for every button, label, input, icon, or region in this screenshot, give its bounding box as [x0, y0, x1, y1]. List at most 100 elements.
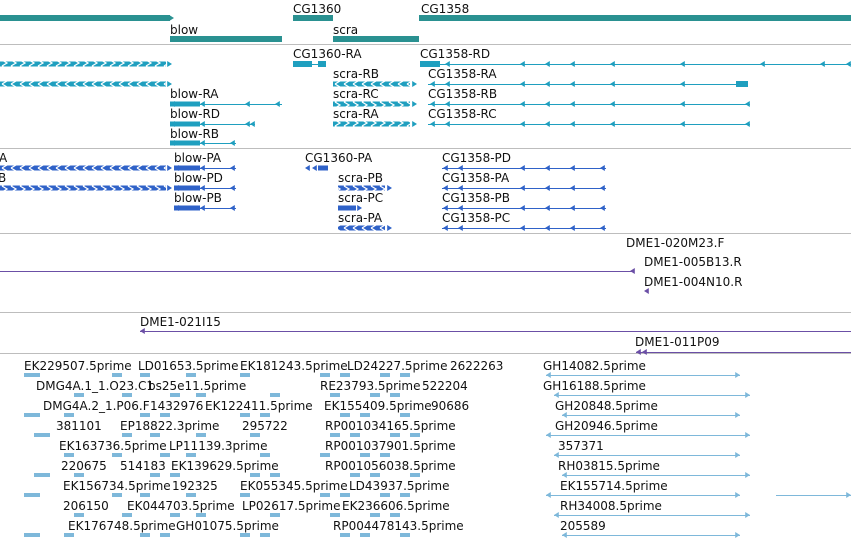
transcript-cg1358-rb-exon-6[interactable] — [680, 101, 685, 107]
protein-cg1358-pa-exon-5[interactable] — [600, 185, 605, 191]
est-exon-r8-c6[interactable] — [240, 533, 250, 537]
est-exon-r4-c5[interactable] — [186, 453, 196, 457]
feature-label-dme1-020m23-f[interactable]: DME1-020M23.F — [626, 236, 725, 250]
bac-clone-arrow-021i15[interactable] — [140, 328, 145, 334]
protein-blow-pa-exon-1[interactable] — [200, 165, 205, 171]
feature-label-381101[interactable]: 381101 — [56, 419, 102, 433]
est-exon-r8-c4[interactable] — [160, 533, 170, 537]
est-exon-r2-c10[interactable] — [360, 413, 370, 417]
est-exon-r7-c2[interactable] — [122, 513, 132, 517]
est-exon-r4-c4[interactable] — [160, 453, 170, 457]
est-exon-r1-c11[interactable] — [390, 393, 400, 397]
feature-label-rp001034165-5prime[interactable]: RP001034165.5prime — [325, 419, 456, 433]
feature-label-lp11139-3prime[interactable]: LP11139.3prime — [169, 439, 268, 453]
feature-label-cg1358-pa[interactable]: CG1358-PA — [442, 171, 510, 185]
feature-label-206150[interactable]: 206150 — [63, 499, 109, 513]
est-exon-r6-c3[interactable] — [140, 493, 150, 497]
est-arrow-end-row-3[interactable] — [745, 432, 750, 438]
feature-label-ek139629-5prime[interactable]: EK139629.5prime — [171, 459, 279, 473]
transcript-blow-rd-exon-3[interactable] — [250, 121, 255, 127]
transcript-blow-rd-exon-2[interactable] — [245, 121, 250, 127]
protein-cg1358-pc-exon-2[interactable] — [520, 225, 525, 231]
est-exon-r5-c0[interactable] — [34, 473, 50, 477]
protein-cg1358-pd-exon-0[interactable] — [443, 165, 448, 171]
est-exon-r5-c4[interactable] — [170, 473, 180, 477]
feature-label-scra-rc[interactable]: scra-RC — [333, 87, 379, 101]
protein-cg1358-pd-exon-4[interactable] — [570, 165, 575, 171]
feature-label-ld43937-5prime[interactable]: LD43937.5prime — [349, 479, 450, 493]
est-exon-r3-c11[interactable] — [390, 433, 400, 437]
est-exon-r5-c12[interactable] — [410, 473, 420, 477]
est-exon-r7-c10[interactable] — [370, 513, 380, 517]
protein-cg1358-pa-exon-4[interactable] — [570, 185, 575, 191]
feature-label-bs25e11-5prime[interactable]: bs25e11.5prime — [148, 379, 247, 393]
est-exon-r1-c1[interactable] — [74, 393, 84, 397]
feature-label-cg1358-rc[interactable]: CG1358-RC — [428, 107, 497, 121]
gene-arrow-scra[interactable] — [414, 36, 419, 42]
gene-arrow-left[interactable] — [169, 15, 174, 21]
protein-scra-pa-arrow[interactable] — [387, 225, 392, 231]
protein-cg1358-pa-exon-0[interactable] — [443, 185, 448, 191]
protein-blow-pa-exon-2[interactable] — [230, 165, 235, 171]
protein-scra-pb-arrow[interactable] — [387, 185, 392, 191]
feature-label-cg1358[interactable]: CG1358 — [421, 2, 470, 16]
est-exon-r5-c7[interactable] — [270, 473, 280, 477]
est-exon-r0-c8[interactable] — [320, 373, 330, 377]
est-arrow-end-row-5[interactable] — [745, 472, 750, 478]
bac-end-arrow-2[interactable] — [644, 288, 649, 294]
feature-label-205589[interactable]: 205589 — [560, 519, 606, 533]
est-exon-r0-c3[interactable] — [140, 373, 150, 377]
feature-label-blow-pb[interactable]: blow-PB — [174, 191, 222, 205]
transcript-cg1358-rc-exon-3[interactable] — [545, 121, 550, 127]
protein-cg1358-pc-exon-0[interactable] — [443, 225, 448, 231]
est-arrow-end-row-1[interactable] — [745, 392, 750, 398]
protein-cg1358-pa-exon-3[interactable] — [545, 185, 550, 191]
transcript-cg1358-rc-exon-5[interactable] — [610, 121, 615, 127]
transcript-cg1358-rc-exon-4[interactable] — [570, 121, 575, 127]
feature-label-90686[interactable]: 90686 — [431, 399, 470, 413]
feature-label-ek155409-5prime[interactable]: EK155409.5prime — [324, 399, 432, 413]
transcript-cg1358-rd-exon-main[interactable] — [420, 61, 440, 67]
bac-clone-arrow-011p09[interactable] — [636, 349, 641, 355]
transcript-cg1358-rb-exon-7[interactable] — [745, 101, 750, 107]
transcript-cg1360-ra-exon-2[interactable] — [318, 61, 326, 67]
transcript-cg1358-ra-exon-last[interactable] — [736, 81, 748, 87]
est-exon-r1-c2[interactable] — [122, 393, 132, 397]
est-exon-r0-c2[interactable] — [112, 373, 122, 377]
protein-blow-pd-exon-1[interactable] — [200, 185, 205, 191]
feature-label-522204[interactable]: 522204 — [422, 379, 468, 393]
est-exon-r6-c2[interactable] — [112, 493, 122, 497]
transcript-cg1358-rd-exon-5[interactable] — [610, 61, 615, 67]
feature-label-rh34008-5prime[interactable]: RH34008.5prime — [560, 499, 662, 513]
transcript-blow-ra-exon-2[interactable] — [245, 101, 250, 107]
feature-label-gh01075-5prime[interactable]: GH01075.5prime — [176, 519, 279, 533]
feature-label-blow-ra[interactable]: blow-RA — [170, 87, 219, 101]
protein-blow-pa-exon-1[interactable] — [174, 165, 200, 171]
est-exon-r8-c7[interactable] — [260, 533, 270, 537]
gene-bar-left[interactable] — [0, 15, 170, 21]
feature-label-dmg4a-1-1-o23-c1[interactable]: DMG4A.1_1.O23.C1 — [36, 379, 154, 393]
feature-label-ek122411-5prime[interactable]: EK122411.5prime — [205, 399, 313, 413]
est-exon-r4-c8[interactable] — [320, 453, 330, 457]
est-exon-r8-c0[interactable] — [24, 533, 40, 537]
protein-cg1358-pd-exon-1[interactable] — [458, 165, 463, 171]
protein-cg1358-pb-exon-2[interactable] — [520, 205, 525, 211]
est-exon-r3-c9[interactable] — [350, 433, 360, 437]
transcript-scra-ra-arrow[interactable] — [412, 121, 417, 127]
protein-blow-pd-exon-1[interactable] — [174, 185, 200, 191]
gene-bar-blow[interactable] — [170, 36, 282, 42]
transcript-cg1358-rc-exon-1[interactable] — [445, 121, 450, 127]
feature-label-ek236606-5prime[interactable]: EK236606.5prime — [342, 499, 450, 513]
est-exon-r3-c0[interactable] — [34, 433, 50, 437]
est-arrow-end-row-2[interactable] — [735, 412, 740, 418]
est-exon-r4-c7[interactable] — [260, 453, 270, 457]
protein-cg1358-pd-exon-5[interactable] — [600, 165, 605, 171]
feature-label-2622263[interactable]: 2622263 — [450, 359, 504, 373]
protein-cg1358-pd-exon-3[interactable] — [545, 165, 550, 171]
est-exon-r8-c12[interactable] — [400, 533, 410, 537]
protein-cg1358-pb-exon-0[interactable] — [443, 205, 448, 211]
est-exon-r2-c6[interactable] — [240, 413, 250, 417]
feature-label-cg1358-pd[interactable]: CG1358-PD — [442, 151, 512, 165]
est-exon-r3-c5[interactable] — [196, 433, 206, 437]
transcript-cg1358-rd-exon-7[interactable] — [760, 61, 765, 67]
